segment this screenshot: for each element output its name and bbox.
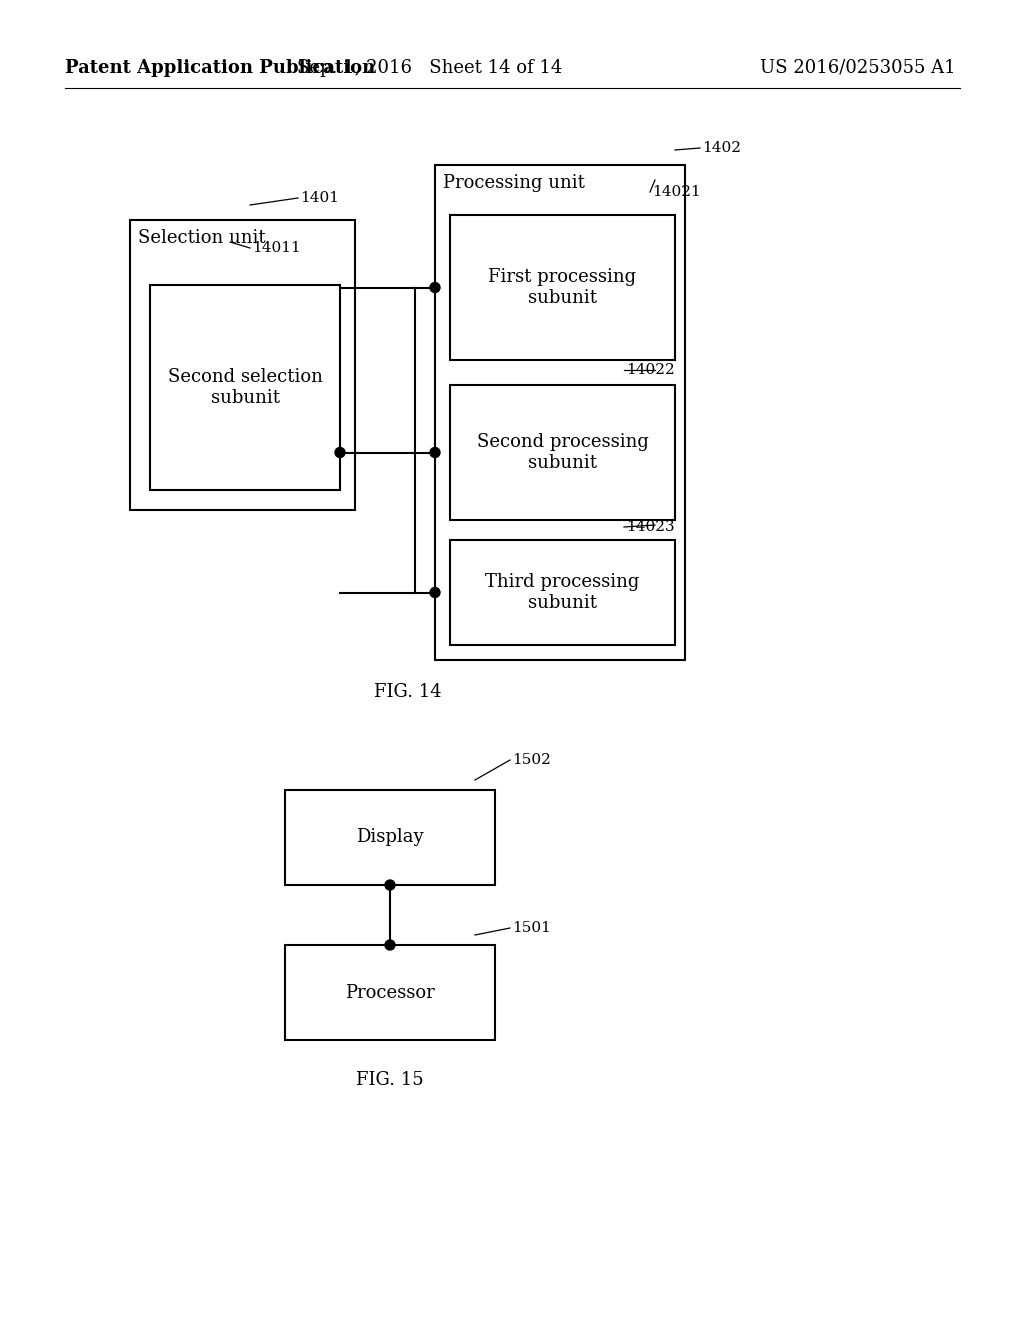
Text: 1401: 1401 — [300, 191, 339, 205]
Bar — [150, 285, 340, 490]
Circle shape — [430, 447, 440, 458]
Text: 1501: 1501 — [512, 921, 551, 935]
Text: Second processing
subunit: Second processing subunit — [476, 433, 648, 471]
Circle shape — [430, 282, 440, 293]
Text: Sep. 1, 2016   Sheet 14 of 14: Sep. 1, 2016 Sheet 14 of 14 — [297, 59, 562, 77]
Circle shape — [335, 447, 345, 458]
Text: 14023: 14023 — [626, 520, 675, 535]
Text: FIG. 15: FIG. 15 — [356, 1071, 424, 1089]
Circle shape — [430, 587, 440, 598]
Text: FIG. 14: FIG. 14 — [374, 682, 441, 701]
Text: Third processing
subunit: Third processing subunit — [485, 573, 640, 612]
Bar — [450, 385, 675, 520]
Text: Display: Display — [356, 829, 424, 846]
Bar — [285, 945, 495, 1040]
Bar — [285, 789, 495, 884]
Text: Processing unit: Processing unit — [443, 174, 585, 191]
Text: Patent Application Publication: Patent Application Publication — [65, 59, 375, 77]
Text: US 2016/0253055 A1: US 2016/0253055 A1 — [760, 59, 955, 77]
Circle shape — [385, 940, 395, 950]
Text: Second selection
subunit: Second selection subunit — [168, 368, 323, 407]
Bar — [435, 165, 685, 660]
Text: First processing
subunit: First processing subunit — [488, 268, 637, 306]
Text: 1402: 1402 — [702, 141, 741, 154]
Text: 14021: 14021 — [652, 185, 700, 199]
Text: 1502: 1502 — [512, 752, 551, 767]
Bar — [450, 215, 675, 360]
Bar — [130, 220, 355, 510]
Text: Selection unit: Selection unit — [138, 228, 265, 247]
Bar — [450, 540, 675, 645]
Text: 14022: 14022 — [626, 363, 675, 378]
Text: 14011: 14011 — [252, 242, 301, 255]
Text: Processor: Processor — [345, 983, 435, 1002]
Circle shape — [385, 880, 395, 890]
